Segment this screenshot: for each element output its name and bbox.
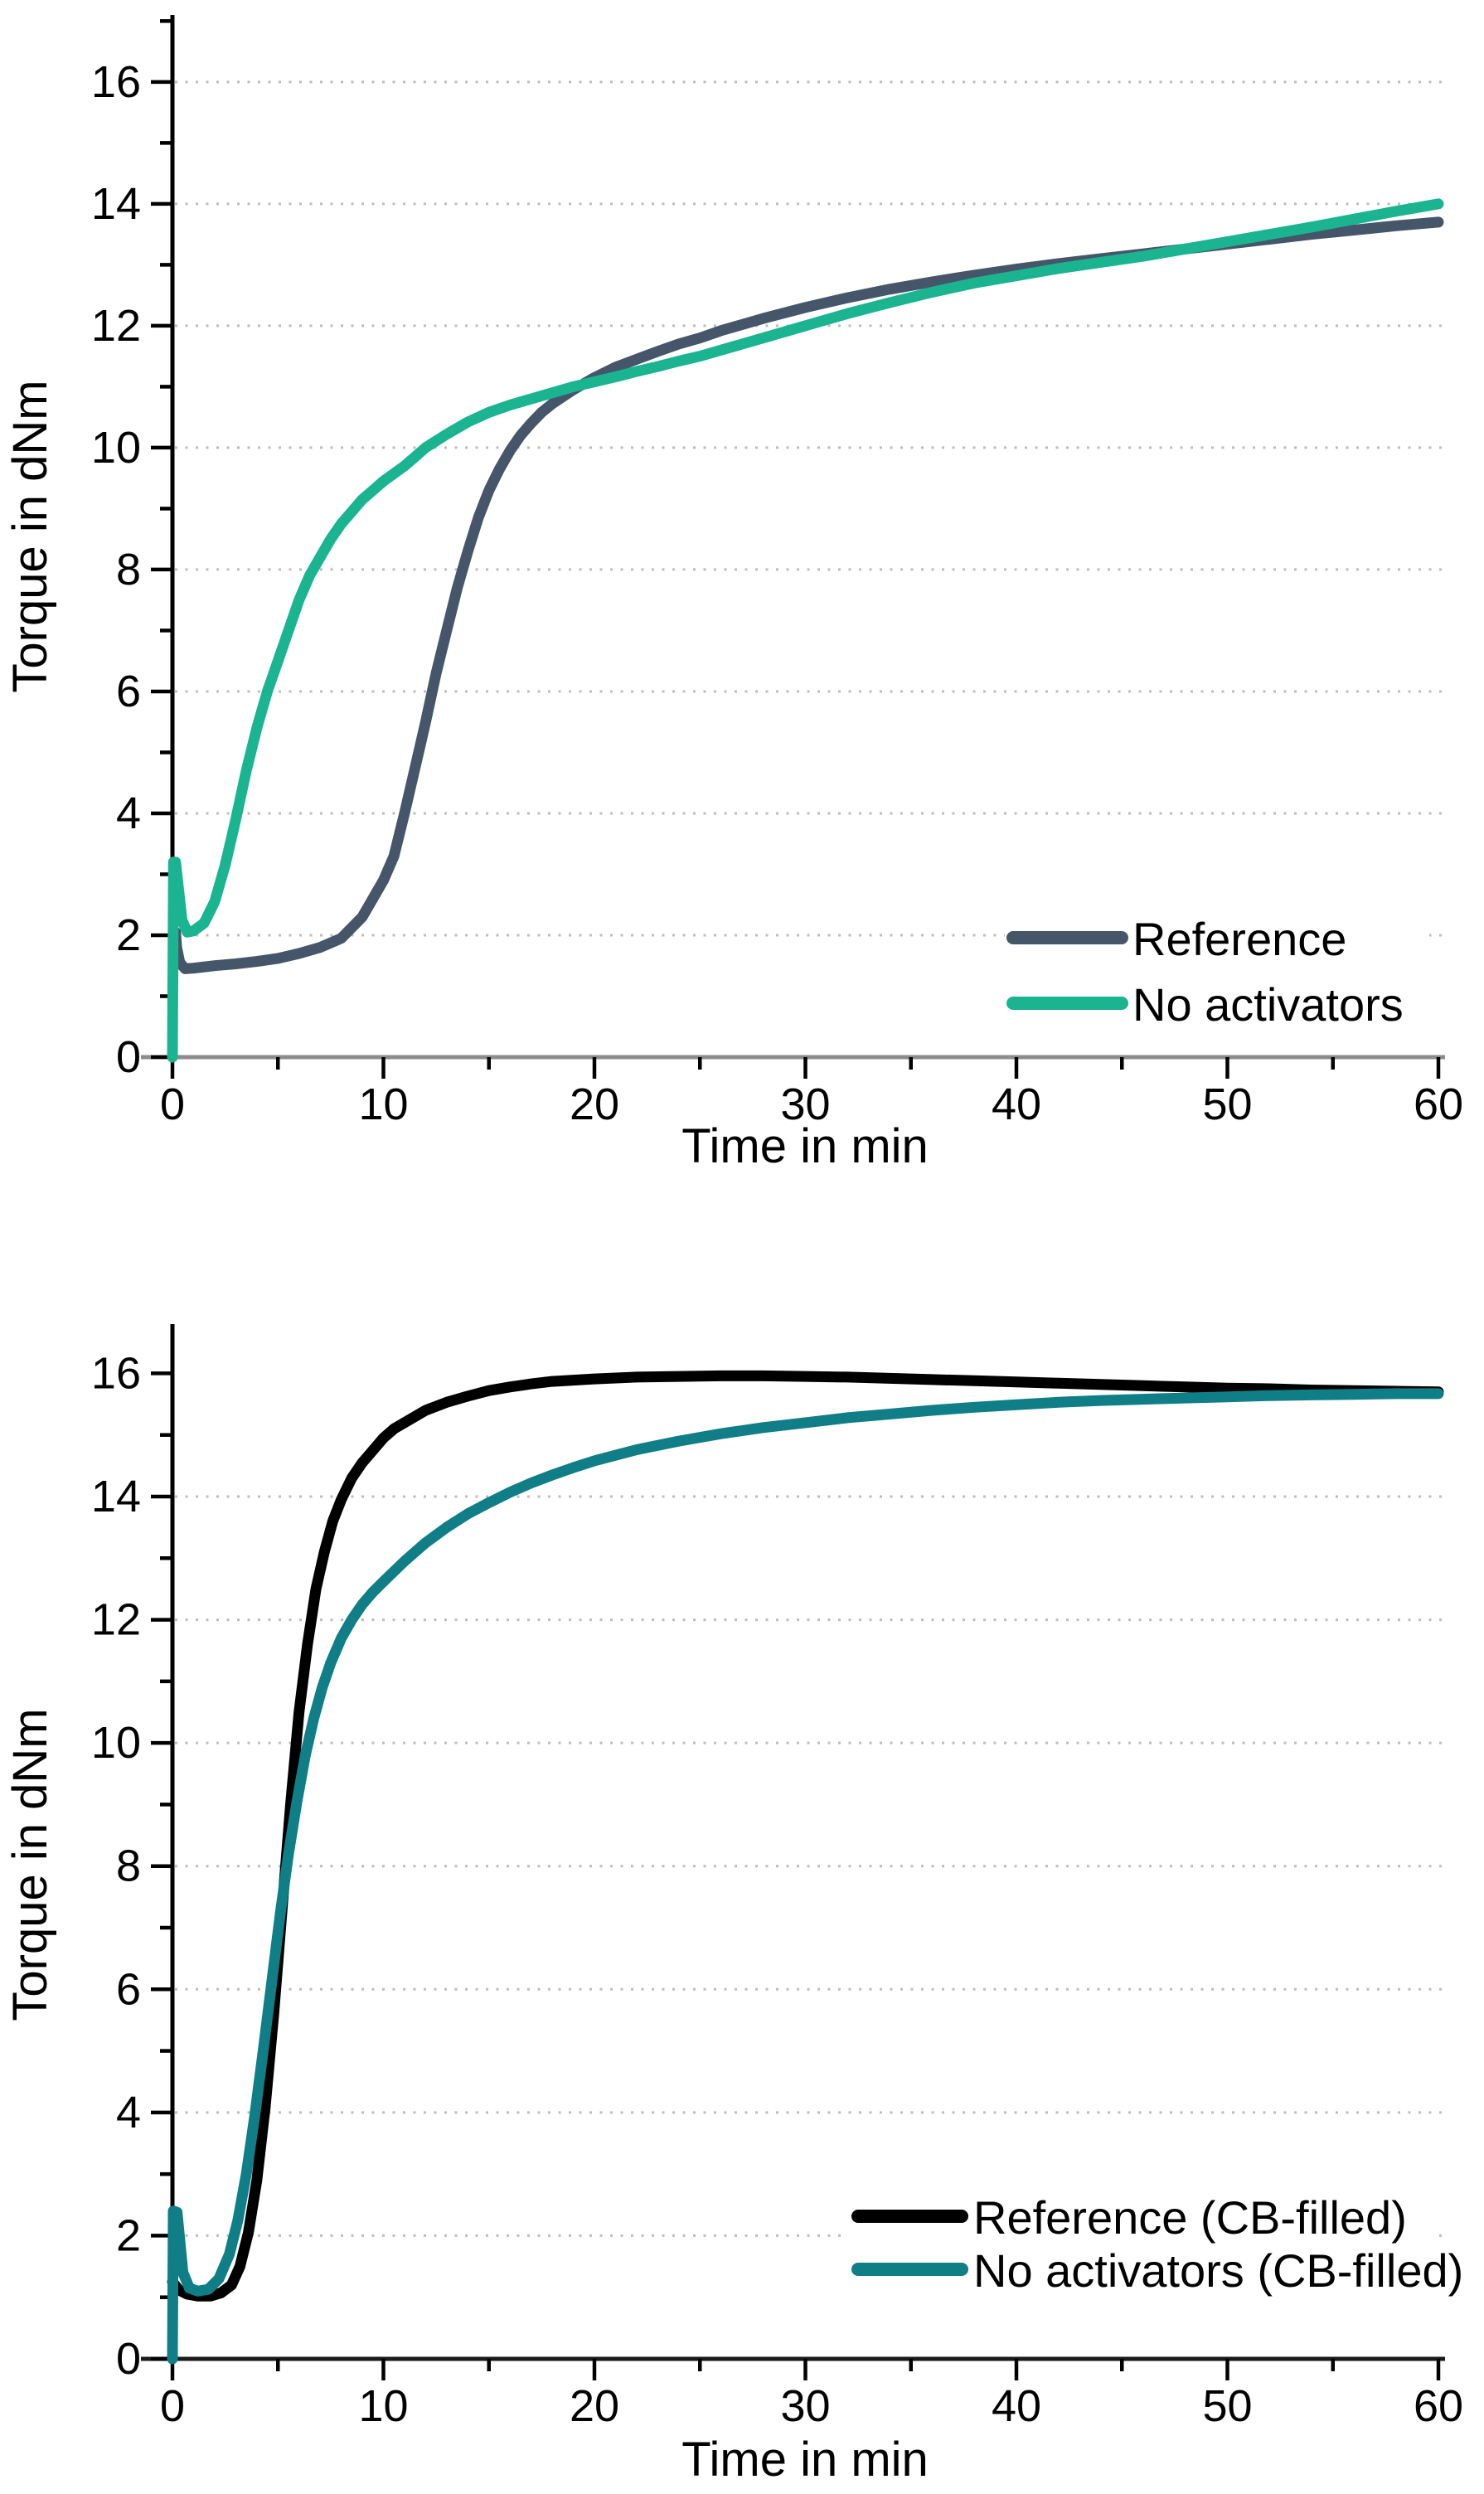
plot-area-0: 0 10 20 30 40 50 60 0 2 4 6 8 10 12 14 16 [91, 15, 1463, 1129]
series-curves [167, 1370, 1444, 2365]
x-tick-label: 0 [160, 1080, 185, 1129]
y-tick-label: 4 [116, 2088, 141, 2137]
legend-label-reference: Reference [1132, 913, 1346, 965]
plot-area-1: 0 10 20 30 40 50 60 0 2 4 6 8 10 12 14 16 [91, 1324, 1463, 2431]
x-tick-label: 20 [570, 2381, 619, 2431]
series-line-reference [170, 216, 1444, 974]
legend: Reference (CB-filled) No activators (CB-… [847, 2178, 1463, 2309]
top-chart: 0 10 20 30 40 50 60 0 2 4 6 8 10 12 14 16 Torque in dNm… [3, 15, 1463, 1173]
bottom-chart-static: Torque in dNm Time in min Reference (CB-… [3, 1708, 1463, 2487]
legend-label-reference-cb: Reference (CB-filled) [973, 2191, 1407, 2244]
ticks [151, 1371, 1441, 2380]
gridlines [175, 1495, 1442, 2237]
y-tick-label: 2 [116, 2210, 141, 2260]
y-tick-label: 10 [91, 1718, 141, 1768]
x-tick-label: 30 [780, 1080, 830, 1129]
y-tick-label: 8 [116, 545, 141, 594]
tick-labels: 0 10 20 30 40 50 60 0 2 4 6 8 10 12 14 16 [91, 1348, 1463, 2431]
y-tick-label: 8 [116, 1841, 141, 1891]
x-tick-label: 50 [1202, 1080, 1252, 1129]
tick-labels: 0 10 20 30 40 50 60 0 2 4 6 8 10 12 14 16 [91, 57, 1463, 1129]
y-tick-label: 0 [116, 2334, 141, 2384]
x-tick-label: 60 [1414, 1080, 1463, 1129]
legend-background [847, 2178, 1438, 2309]
y-tick-label: 14 [91, 179, 141, 229]
y-tick-label: 4 [116, 788, 141, 838]
bottom-chart-figure: 0 10 20 30 40 50 60 0 2 4 6 8 10 12 14 16 Torque in dNm… [0, 1212, 1484, 2494]
ticks [151, 19, 1441, 1079]
y-tick-label: 2 [116, 910, 141, 960]
y-tick-label: 16 [91, 57, 141, 107]
x-tick-label: 40 [992, 1080, 1041, 1129]
y-tick-label: 6 [116, 667, 141, 716]
x-tick-label: 40 [992, 2381, 1041, 2431]
x-tick-label: 30 [780, 2381, 830, 2431]
x-axis-title: Time in min [681, 1119, 929, 1173]
y-tick-label: 6 [116, 1964, 141, 2014]
y-tick-label: 16 [91, 1348, 141, 1398]
series-line-no-activators-cb-filled [167, 1388, 1444, 2365]
x-tick-label: 10 [358, 1080, 408, 1129]
series-line-no-activators [167, 198, 1444, 1063]
y-tick-label: 12 [91, 301, 141, 351]
top-chart-static: Torque in dNm Time in min Reference No a… [3, 380, 1429, 1173]
legend: Reference No activators [1005, 900, 1429, 1042]
bottom-chart: 0 10 20 30 40 50 60 0 2 4 6 8 10 12 14 16 Torque in dNm… [3, 1324, 1463, 2487]
legend-label-no-activators: No activators [1132, 978, 1404, 1031]
y-tick-label: 12 [91, 1595, 141, 1645]
x-tick-label: 10 [358, 2381, 408, 2431]
legend-label-no-activators-cb: No activators (CB-filled) [973, 2244, 1463, 2297]
y-tick-label: 10 [91, 423, 141, 473]
x-tick-label: 50 [1202, 2381, 1252, 2431]
top-chart-figure: 0 10 20 30 40 50 60 0 2 4 6 8 10 12 14 16 Torque in dNm… [0, 0, 1484, 1212]
y-axis-title: Torque in dNm [3, 1708, 57, 2021]
y-tick-label: 0 [116, 1032, 141, 1082]
series-curves [167, 198, 1444, 1063]
x-tick-label: 60 [1414, 2381, 1463, 2431]
y-tick-label: 14 [91, 1472, 141, 1521]
x-axis-title: Time in min [681, 2433, 929, 2487]
x-tick-label: 20 [570, 1080, 619, 1129]
legend-background [1005, 900, 1429, 1042]
gridlines [175, 80, 1442, 937]
x-tick-label: 0 [160, 2381, 185, 2431]
y-axis-title: Torque in dNm [3, 380, 57, 692]
series-line-reference-cb-filled [167, 1370, 1444, 2302]
